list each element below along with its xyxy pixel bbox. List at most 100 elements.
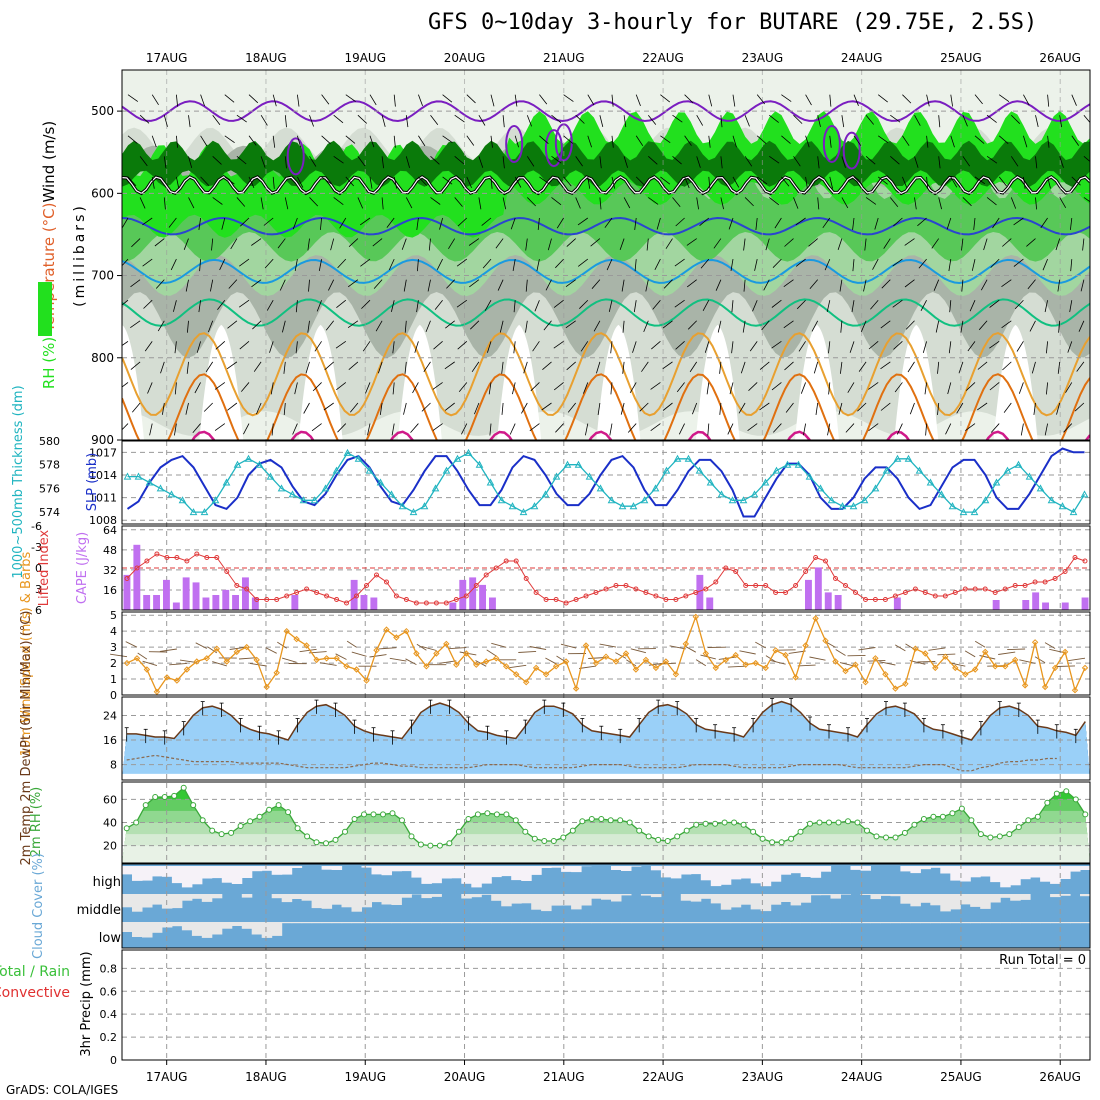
wind-barb (433, 341, 443, 350)
cloud-mid-clear (401, 894, 412, 898)
wind-barb (827, 423, 831, 436)
wind-barb (1027, 279, 1036, 290)
wind-speed-point (443, 640, 450, 648)
wind-barb (212, 114, 221, 126)
wind-barb (427, 279, 431, 292)
date-tick-bottom: 25AUG (940, 1070, 982, 1084)
wind-barb (369, 94, 377, 106)
wind-barb (312, 382, 322, 392)
lifted-index-point (483, 572, 489, 578)
cloud-high-clear (451, 866, 462, 879)
cape-bar (202, 597, 210, 610)
lifted-index-point (653, 593, 659, 599)
cloud-mid-clear (710, 894, 722, 904)
cloud-mid-clear (990, 894, 1001, 903)
wind-barb (620, 402, 625, 415)
wind-barb (865, 114, 875, 125)
cape-bar (1032, 592, 1040, 610)
wind-barb (962, 115, 968, 127)
wind-barb (1080, 279, 1085, 292)
wind-barb (183, 238, 189, 250)
wind-barb (756, 135, 767, 145)
cloud-high-clear (720, 866, 732, 885)
wind-barb (512, 259, 516, 271)
cloud-high-clear (371, 866, 382, 875)
wind-barb (271, 423, 274, 436)
wind-barb (696, 115, 704, 126)
wind-barb (974, 94, 983, 105)
thickness-point (1003, 466, 1012, 474)
cloud-low-clear (541, 922, 552, 924)
lifted-index-point (204, 555, 210, 560)
li-ylabel-group: Lifted Index (37, 529, 52, 606)
wind-barb (783, 320, 794, 329)
wind-barb (1011, 114, 1021, 124)
thickness-point (970, 508, 979, 516)
wind-barb (361, 299, 371, 309)
cloud-low-clear (750, 922, 762, 924)
cloud-low-clear (241, 922, 253, 929)
cloud-low-clear (161, 922, 173, 928)
thickness-point (519, 508, 528, 516)
wind-barb (635, 135, 644, 147)
panel-frame-prec (121, 949, 1091, 1061)
wind-barb (514, 176, 522, 188)
wind-barb (490, 135, 493, 148)
cloud-low-clear (531, 922, 542, 924)
cloud-low-clear (930, 922, 941, 924)
wind-barb (187, 320, 189, 333)
rh-point (218, 831, 225, 838)
li-tick-label: 6 (35, 604, 42, 617)
wind-barb (297, 94, 300, 107)
cloud-low-clear (1020, 922, 1031, 924)
wind-barb (188, 115, 191, 128)
wind-barb (974, 176, 986, 185)
wind-barb (648, 197, 659, 205)
thickness-point (420, 502, 429, 510)
surface-wind-barb (159, 648, 177, 652)
surface-wind-barb (599, 643, 617, 648)
wind-barb (773, 423, 782, 433)
rh-point (474, 811, 481, 818)
surface-wind-barb (369, 654, 387, 658)
thickness-point (552, 472, 561, 480)
precip-total-label: Total / Rain (0, 964, 70, 980)
wind-barb (868, 341, 879, 350)
lifted-index-point (603, 586, 609, 592)
wind-barb (369, 176, 373, 189)
lifted-index-line (126, 553, 1086, 604)
surface-wind-barb (1019, 659, 1036, 664)
wind-barb (1047, 176, 1051, 189)
wind-barb (502, 115, 505, 128)
date-tick-bottom: 26AUG (1039, 1070, 1081, 1084)
wind-barb (239, 341, 250, 350)
wind-barb (699, 217, 710, 227)
cloud-mid-clear (920, 894, 931, 903)
wind-barb (732, 135, 737, 148)
wind-barb (442, 135, 453, 144)
contour-freezing-inner (122, 176, 1090, 195)
contour-zero-loop (544, 129, 563, 168)
wind-barb (412, 382, 419, 394)
contour-25 (122, 373, 1090, 440)
cloud-high-clear (122, 866, 133, 875)
wind-barb (654, 258, 661, 270)
rh-point (674, 833, 681, 840)
wind-barb (532, 341, 540, 352)
wind-barb (1013, 217, 1024, 226)
cloud-high-clear (950, 866, 961, 881)
wind-barb (1059, 115, 1062, 128)
wind-barb (575, 114, 585, 124)
wind-speed-point (752, 659, 759, 667)
wind-barb (651, 341, 661, 350)
wind-barb (590, 238, 601, 247)
cloud-low-clear (181, 922, 193, 931)
wind-barb (931, 238, 940, 249)
wind-barb (375, 320, 383, 332)
cloud-low-clear (650, 922, 662, 924)
wind-barb (914, 115, 921, 126)
wind-barb (837, 444, 842, 455)
wind-speed-point (932, 664, 939, 672)
thickness-point (431, 484, 440, 492)
wind-barb (1006, 444, 1011, 455)
